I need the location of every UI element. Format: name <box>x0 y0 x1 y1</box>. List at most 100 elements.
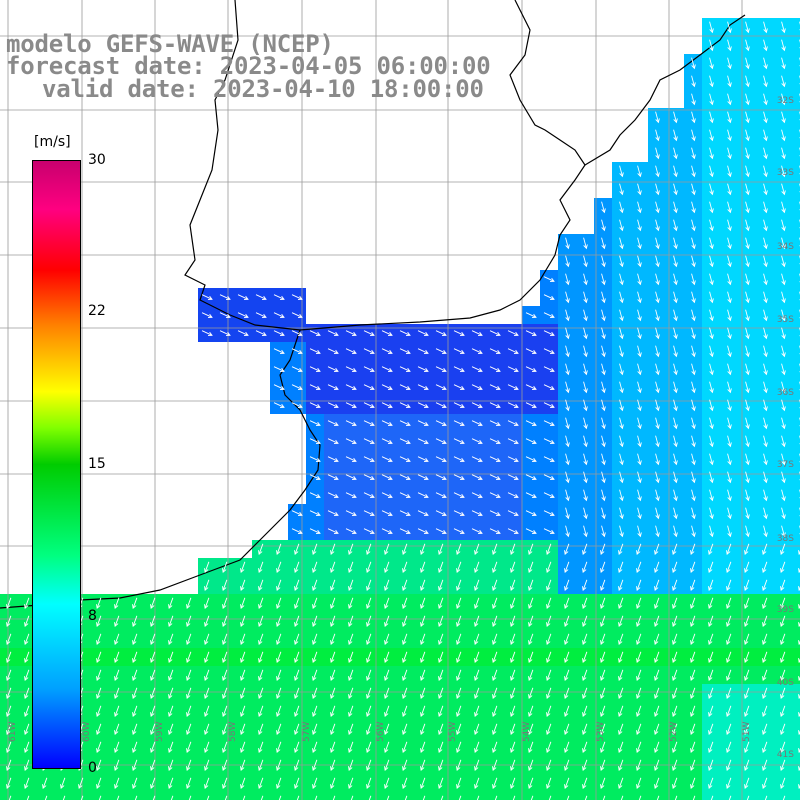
wind-vector-head <box>690 676 695 682</box>
wind-vector <box>366 597 372 609</box>
wind-vector <box>727 57 731 69</box>
wind-vector-head <box>384 586 389 592</box>
wind-vector <box>222 561 228 573</box>
wind-vector <box>222 651 228 663</box>
wind-vector-head <box>132 622 137 628</box>
wind-vector <box>655 489 659 501</box>
wind-vector-head <box>546 568 551 574</box>
wind-vector-head <box>114 784 119 790</box>
wind-vector-head <box>420 586 425 592</box>
wind-vector <box>528 561 534 573</box>
wind-vector-head <box>762 784 767 790</box>
wind-vector <box>438 651 444 663</box>
wind-vector-head <box>348 730 353 736</box>
wind-vector-head <box>186 604 191 610</box>
wind-vector <box>600 543 606 555</box>
wind-vector <box>601 525 605 537</box>
wind-vector <box>709 471 713 483</box>
wind-vector-head <box>312 622 317 628</box>
wind-vector-head <box>294 784 299 790</box>
wind-vector-head <box>763 298 768 304</box>
wind-vector-head <box>601 208 606 214</box>
wind-vector-head <box>150 766 155 772</box>
wind-vector-head <box>637 406 642 412</box>
wind-vector-head <box>619 514 624 520</box>
wind-speed-cell <box>792 774 800 792</box>
wind-vector-head <box>330 766 335 772</box>
wind-vector-head <box>691 82 696 88</box>
wind-vector <box>222 633 228 645</box>
wind-vector-head <box>727 478 732 484</box>
wind-vector <box>507 528 519 534</box>
title-valid-date: valid date: 2023-04-10 18:00:00 <box>42 75 484 103</box>
wind-vector <box>528 759 534 771</box>
wind-vector <box>726 723 732 735</box>
wind-vector-head <box>637 262 642 268</box>
wind-vector-head <box>780 568 785 574</box>
wind-vector <box>417 474 429 480</box>
wind-vector <box>96 597 102 609</box>
wind-vector <box>114 651 120 663</box>
wind-vector-head <box>780 550 785 556</box>
wind-vector <box>309 402 321 408</box>
wind-vector <box>690 759 696 771</box>
wind-vector <box>474 687 480 699</box>
wind-vector <box>744 687 750 699</box>
wind-vector <box>78 777 84 789</box>
wind-vector <box>636 561 642 573</box>
wind-vector-head <box>348 568 353 574</box>
wind-vector-head <box>459 349 465 355</box>
wind-vector-head <box>781 28 786 34</box>
wind-vector-head <box>691 64 696 70</box>
wind-vector-head <box>709 316 714 322</box>
wind-vector <box>345 510 357 516</box>
wind-vector-head <box>510 748 515 754</box>
wind-vector <box>291 348 303 354</box>
wind-vector-head <box>405 511 411 517</box>
wind-vector-head <box>708 676 713 682</box>
wind-vector <box>435 366 447 372</box>
wind-vector-head <box>96 766 101 772</box>
wind-vector-head <box>636 676 641 682</box>
wind-vector-head <box>276 604 281 610</box>
wind-vector <box>543 312 555 318</box>
wind-vector <box>781 381 785 393</box>
wind-vector-head <box>691 316 696 322</box>
wind-vector <box>24 615 30 627</box>
wind-vector-head <box>492 712 497 718</box>
wind-vector-head <box>780 694 785 700</box>
wind-vector <box>402 669 408 681</box>
wind-vector <box>384 723 390 735</box>
wind-vector <box>727 165 731 177</box>
wind-vector <box>525 510 537 516</box>
wind-vector-head <box>745 442 750 448</box>
wind-speed-cell <box>36 792 54 800</box>
wind-vector-head <box>709 154 714 160</box>
wind-vector-head <box>655 118 660 124</box>
wind-vector-head <box>781 388 786 394</box>
wind-vector <box>582 723 588 735</box>
wind-vector-head <box>691 244 696 250</box>
wind-vector-head <box>762 604 767 610</box>
wind-vector-head <box>636 748 641 754</box>
wind-speed-cell <box>792 540 800 558</box>
wind-vector <box>600 561 606 573</box>
wind-vector <box>399 528 411 534</box>
wind-vector <box>276 543 282 555</box>
wind-vector-head <box>565 496 570 502</box>
wind-vector-head <box>276 658 281 664</box>
wind-vector-head <box>369 403 375 409</box>
wind-vector-head <box>96 676 101 682</box>
wind-speed-cell <box>792 648 800 666</box>
wind-vector <box>381 510 393 516</box>
wind-vector <box>727 507 731 519</box>
wind-vector-head <box>549 511 555 517</box>
wind-vector <box>240 579 246 591</box>
wind-vector <box>453 348 465 354</box>
wind-vector <box>655 255 659 267</box>
wind-vector-head <box>618 694 623 700</box>
wind-vector-head <box>583 316 588 322</box>
wind-vector <box>781 363 785 375</box>
wind-vector-head <box>727 262 732 268</box>
wind-vector <box>763 291 767 303</box>
